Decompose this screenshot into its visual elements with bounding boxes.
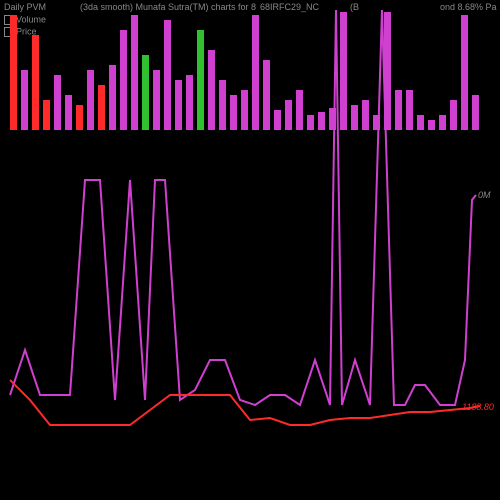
volume-bar [230,95,237,130]
volume-bar [131,15,138,130]
volume-bar [274,110,281,130]
volume-bar [406,90,413,130]
volume-bar [109,65,116,130]
volume-bar [351,105,358,130]
chart-container: Daily PVM(3da smooth) Munafa Sutra(TM) c… [0,0,500,500]
volume-bar [186,75,193,130]
volume-bar [32,35,39,130]
volume-bar [307,115,314,130]
volume-bar [197,30,204,130]
volume-bar [395,90,402,130]
volume-bar [87,70,94,130]
volume-bar [76,105,83,130]
volume-bar [428,120,435,130]
volume-bar [417,115,424,130]
chart-canvas [0,0,500,500]
annotation-label: 1188.80 [462,402,494,412]
volume-bar [10,15,17,130]
annotation-label: 0M [478,190,491,200]
volume-bar [219,80,226,130]
volume-bar [340,12,347,130]
volume-bar [318,112,325,130]
volume-bar [461,15,468,130]
volume-bar [208,50,215,130]
volume-bar [65,95,72,130]
volume-bar [54,75,61,130]
volume-bar [142,55,149,130]
volume-bar [296,90,303,130]
volume-bar [164,20,171,130]
volume-bar [362,100,369,130]
volume-bar [120,30,127,130]
volume-bar [439,115,446,130]
volume-bar [21,70,28,130]
volume-bar [450,100,457,130]
volume-bar [153,70,160,130]
volume-bar [175,80,182,130]
volume-bar [263,60,270,130]
volume-bar [241,90,248,130]
volume-bar [472,95,479,130]
volume-bar [43,100,50,130]
price-line-magenta [10,10,476,405]
volume-bar [285,100,292,130]
volume-bar [252,15,259,130]
volume-bar [98,85,105,130]
